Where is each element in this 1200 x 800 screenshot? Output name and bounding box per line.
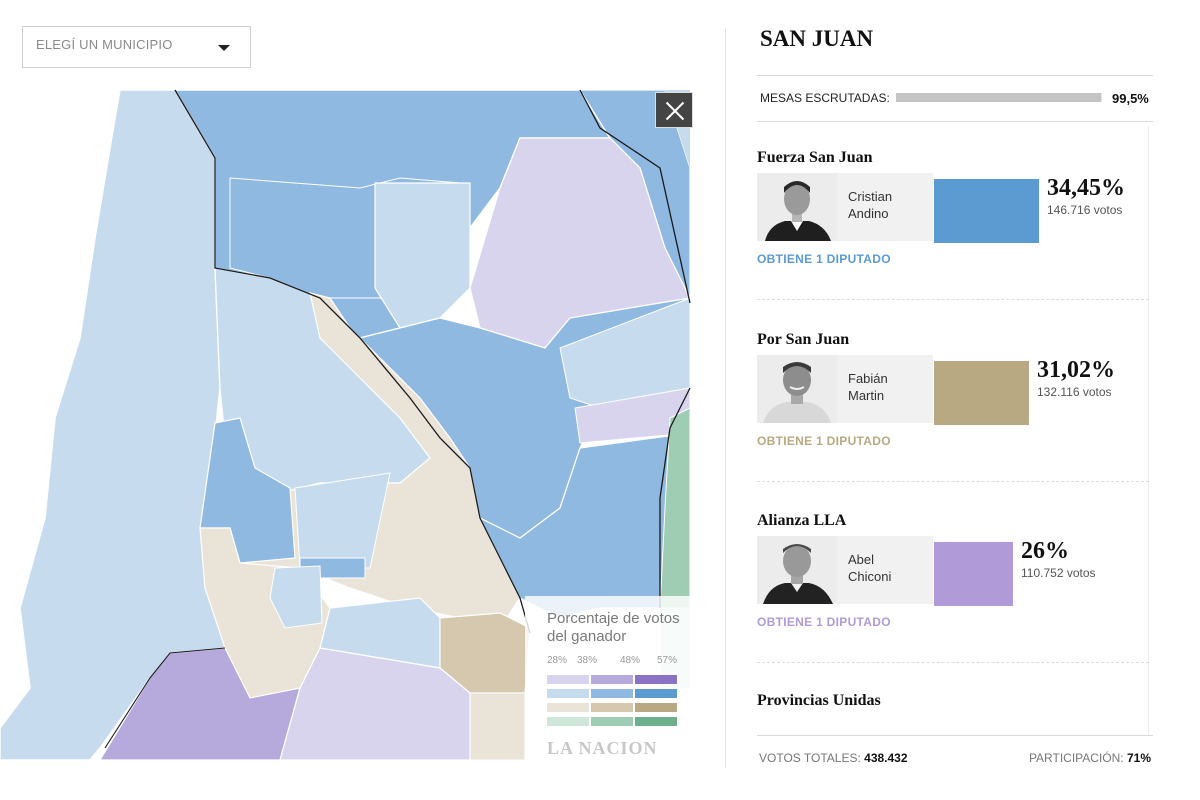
legend-tick: 28% [547, 655, 568, 666]
map-region [294, 472, 391, 569]
province-boundary [579, 89, 691, 304]
close-icon[interactable] [655, 92, 693, 128]
chevron-down-icon[interactable] [218, 45, 230, 51]
divider [757, 662, 1149, 663]
legend-swatch [591, 703, 633, 712]
map-region [374, 182, 471, 329]
map-legend: Porcentaje de votos del ganador 28% 38% … [525, 596, 690, 758]
party-name: Fuerza San Juan [757, 149, 873, 166]
candidate-box: Cristian Andino [757, 173, 933, 241]
legend-tick: 48% [620, 655, 641, 666]
results-scroll-edge [1148, 126, 1149, 736]
legend-swatch [635, 689, 677, 698]
divider [757, 299, 1149, 300]
divider [757, 481, 1149, 482]
legend-swatch [635, 703, 677, 712]
mesas-label: MESAS ESCRUTADAS: [760, 91, 890, 105]
legend-row [547, 689, 677, 698]
candidate-photo [757, 536, 837, 604]
divider [757, 75, 1153, 76]
candidate-photo [757, 355, 837, 423]
candidate-name: Fabián Martin [848, 371, 888, 403]
candidate-box: Fabián Martin [757, 355, 933, 423]
legend-swatch [635, 717, 677, 726]
column-divider [725, 28, 726, 768]
legend-swatch [635, 675, 677, 684]
legend-row [547, 675, 677, 684]
legend-swatch [547, 675, 589, 684]
vote-share-bar [934, 361, 1029, 425]
candidate-box: Abel Chiconi [757, 536, 933, 604]
candidate-photo [757, 173, 837, 241]
map-region [469, 692, 526, 760]
total-votes: VOTOS TOTALES: 438.432 [759, 751, 908, 765]
province-boundary [659, 387, 691, 608]
municipality-select-label: ELEGÍ UN MUNICIPIO [36, 37, 173, 52]
party-card: Por San Juan Fabián Martin 31,02% 132.11… [757, 331, 1149, 511]
seats-label: OBTIENE 1 DIPUTADO [757, 434, 891, 448]
results-footer: VOTOS TOTALES: 438.432 PARTICIPACIÓN: 71… [757, 735, 1153, 767]
results-map[interactable] [0, 88, 700, 760]
mesas-progress-bar [896, 93, 1102, 102]
province-title: SAN JUAN [760, 26, 874, 51]
participation: PARTICIPACIÓN: 71% [1028, 751, 1151, 765]
map-region [279, 647, 471, 760]
mesas-value: 99,5% [1112, 91, 1149, 106]
vote-count: 146.716 votos [1047, 203, 1123, 217]
vote-percentage: 34,45% [1047, 175, 1125, 201]
lanacion-logo: LA NACION [547, 738, 658, 758]
vote-count: 132.116 votos [1037, 385, 1112, 399]
province-boundary [104, 647, 226, 749]
legend-title: Porcentaje de votos del ganador [547, 610, 680, 645]
vote-percentage: 31,02% [1037, 357, 1115, 383]
vote-percentage: 26% [1021, 538, 1069, 564]
divider [757, 121, 1153, 122]
legend-tick: 38% [577, 655, 598, 666]
province-boundary [174, 89, 531, 634]
party-card: Alianza LLA Abel Chiconi 26% 110.752 vot… [757, 512, 1149, 692]
mesas-progress-fill [896, 93, 1101, 102]
legend-swatch [591, 675, 633, 684]
legend-swatch [591, 689, 633, 698]
legend-row [547, 703, 677, 712]
party-name: Provincias Unidas [757, 692, 881, 709]
vote-share-bar [934, 179, 1039, 243]
map-svg [0, 89, 691, 760]
legend-swatch-grid [547, 675, 677, 731]
party-name: Por San Juan [757, 331, 850, 348]
candidate-name: Cristian Andino [848, 189, 893, 221]
municipality-select[interactable]: ELEGÍ UN MUNICIPIO [22, 26, 251, 68]
legend-swatch [591, 717, 633, 726]
vote-count: 110.752 votos [1021, 566, 1096, 580]
seats-label: OBTIENE 1 DIPUTADO [757, 615, 891, 629]
party-card: Fuerza San Juan Cristian Andino 34,45% 1… [757, 149, 1149, 329]
legend-swatch [547, 703, 589, 712]
legend-tick: 57% [657, 655, 678, 666]
map-region [269, 565, 323, 629]
seats-label: OBTIENE 1 DIPUTADO [757, 252, 891, 266]
party-name: Alianza LLA [757, 512, 847, 529]
legend-swatch [547, 717, 589, 726]
party-card-partial: Provincias Unidas [757, 692, 1149, 736]
candidate-name: Abel Chiconi [848, 552, 892, 584]
legend-swatch [547, 689, 589, 698]
legend-row [547, 717, 677, 726]
vote-share-bar [934, 542, 1013, 606]
